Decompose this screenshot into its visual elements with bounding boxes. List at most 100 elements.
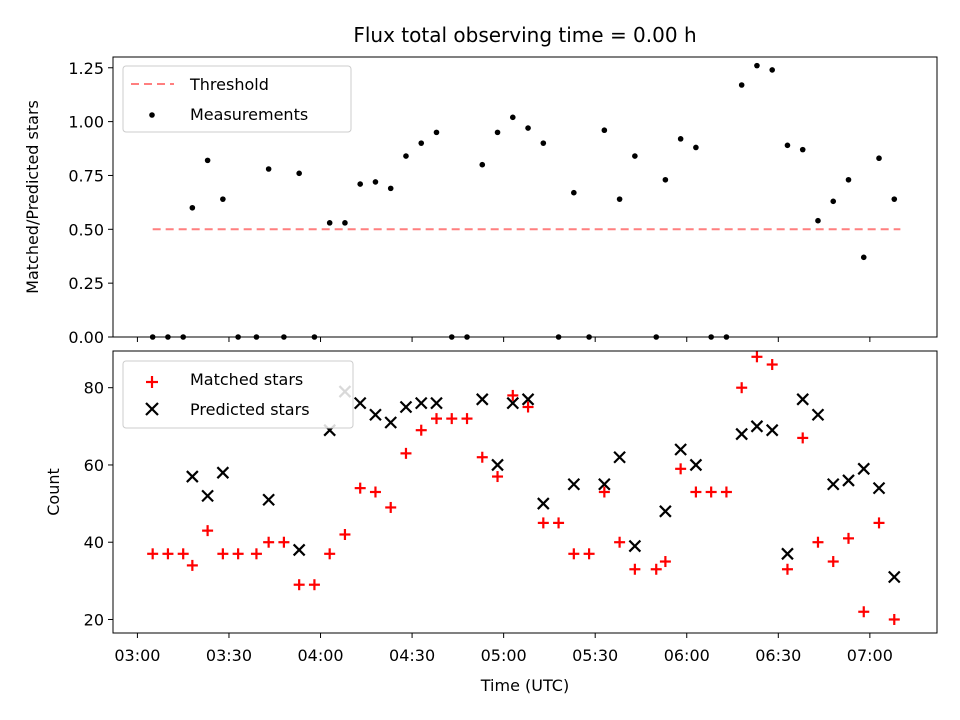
- measurement-point: [509, 114, 516, 121]
- matched-star-point: [147, 548, 159, 560]
- top-y-tick-label: 0.00: [68, 328, 104, 347]
- predicted-star-point: [491, 458, 504, 472]
- predicted-star-point: [430, 396, 443, 410]
- matched-star-point: [888, 613, 900, 625]
- matched-star-point: [522, 401, 534, 413]
- predicted-star-point: [369, 408, 382, 422]
- bottom-y-ticks: 20 40 60 80: [84, 379, 113, 629]
- matched-star-point: [583, 548, 595, 560]
- top-y-tick-label: 0.75: [68, 166, 104, 185]
- matched-star-point: [812, 536, 824, 548]
- measurement-point: [265, 166, 272, 172]
- predicted-star-point: [811, 408, 825, 422]
- measurement-point: [693, 144, 699, 151]
- top-plot-frame: [112, 56, 938, 338]
- matched-star-point: [232, 548, 244, 560]
- bottom-y-tick-label: 80: [84, 379, 104, 398]
- legend-predicted-label: Predicted stars: [190, 400, 310, 419]
- matched-star-point: [614, 536, 626, 548]
- top-legend-box: [122, 65, 352, 133]
- measurement-point: [738, 82, 745, 88]
- bottom-x-tick-label: 05:00: [481, 646, 527, 665]
- predicted-star-point: [781, 547, 794, 561]
- measurement-point: [540, 140, 547, 146]
- measurement-point: [418, 140, 425, 146]
- matched-star-point: [492, 471, 504, 483]
- predicted-star-point: [628, 539, 642, 553]
- measurement-point: [357, 181, 364, 187]
- bottom-x-tick-label: 05:30: [572, 646, 618, 665]
- predicted-star-point: [796, 393, 809, 406]
- top-y-tick-label: 0.50: [68, 220, 104, 239]
- top-panel: 0.00 0.25 0.50 0.75 1.00 1.25 Matched/Predict…: [23, 56, 938, 347]
- matched-star-point: [339, 528, 351, 540]
- bottom-y-tick-label: 60: [84, 456, 104, 475]
- bottom-x-tick-label: 04:30: [389, 646, 435, 665]
- measurement-point: [860, 254, 867, 261]
- matched-star-point: [202, 525, 214, 537]
- matched-star-point: [430, 413, 442, 425]
- top-y-ticks: 0.00 0.25 0.50 0.75 1.00 1.25: [68, 59, 113, 347]
- legend-matched-label: Matched stars: [190, 370, 303, 389]
- matched-star-point: [629, 563, 641, 575]
- matched-star-point: [293, 579, 305, 591]
- measurement-point: [296, 170, 302, 177]
- predicted-star-point: [765, 423, 779, 437]
- matched-star-point: [461, 413, 473, 425]
- predicted-star-point: [689, 458, 703, 472]
- matched-star-point: [446, 413, 458, 425]
- measurement-point: [403, 153, 409, 159]
- predicted-star-point: [506, 396, 520, 410]
- measurement-point: [891, 196, 898, 202]
- matched-star-point: [781, 563, 793, 575]
- bottom-plot-frame: [112, 350, 938, 634]
- matched-star-point: [250, 548, 262, 560]
- measurement-point: [372, 179, 379, 185]
- predicted-star-point: [598, 477, 611, 491]
- measurement-point: [433, 129, 440, 136]
- matched-star-point: [476, 451, 488, 463]
- predicted-star-point: [750, 420, 764, 433]
- bottom-x-tick-label: 03:00: [114, 646, 160, 665]
- matched-star-point: [873, 517, 885, 529]
- predicted-star-point: [567, 477, 581, 491]
- measurement-point: [784, 142, 791, 149]
- measurement-point: [189, 204, 196, 211]
- measurement-point: [204, 157, 211, 164]
- legend-measurements-label: Measurements: [190, 105, 308, 124]
- measurement-point: [525, 125, 531, 131]
- legend-measurements-swatch: [149, 112, 155, 118]
- matched-star-point: [690, 486, 702, 498]
- predicted-star-point: [735, 427, 748, 441]
- matched-star-point: [400, 447, 412, 459]
- matched-star-point: [369, 486, 381, 498]
- top-legend: Threshold Measurements: [122, 65, 352, 133]
- predicted-star-point: [475, 393, 489, 406]
- chart-title: Flux total observing time = 0.00 h: [353, 23, 696, 47]
- measurement-point: [815, 217, 821, 224]
- matched-star-point: [415, 424, 427, 436]
- measurement-point: [830, 198, 837, 205]
- matched-star-point: [827, 556, 839, 568]
- predicted-star-point: [262, 493, 275, 507]
- bottom-x-tick-label: 07:00: [847, 646, 893, 665]
- matched-star-point: [354, 482, 366, 494]
- matched-star-point: [659, 556, 671, 568]
- matched-star-point: [675, 463, 687, 475]
- bottom-legend-box: [122, 360, 354, 429]
- matched-star-point: [736, 382, 748, 394]
- measurement-point: [601, 127, 608, 134]
- measurement-point: [754, 62, 760, 69]
- top-y-axis-label: Matched/Predicted stars: [23, 100, 42, 294]
- measurement-point: [616, 196, 623, 202]
- matched-star-point: [858, 606, 870, 618]
- bottom-x-tick-label: 06:00: [664, 646, 710, 665]
- predicted-star-point: [353, 396, 367, 410]
- measurement-point: [632, 153, 638, 159]
- top-y-tick-label: 1.25: [68, 59, 104, 78]
- measurement-point: [769, 67, 775, 73]
- matched-star-point: [720, 486, 732, 498]
- bottom-x-tick-label: 04:00: [297, 646, 343, 665]
- matched-star-point: [553, 517, 565, 529]
